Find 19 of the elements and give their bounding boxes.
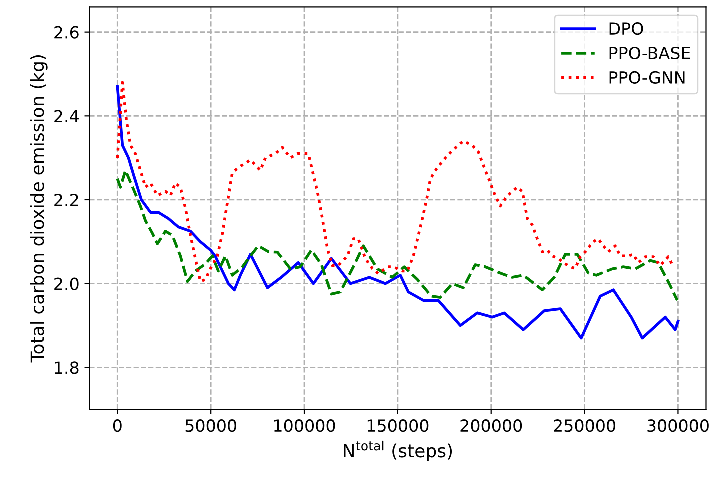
x-tick-label: 250000 [554,420,616,432]
x-tick-label: 100000 [274,420,336,432]
y-axis-title: Total carbon dioxide emission (kg) [30,56,48,363]
legend-label: PPO-BASE [610,46,690,60]
line-series [116,169,679,302]
line-series [116,85,680,340]
x-tick-label: 0 [113,420,122,432]
x-tick-label: 50000 [186,420,236,432]
x-axis-title: N$^{total}$ (steps) [344,440,452,462]
legend-label: PPO-GNN [610,71,685,84]
x-tick-label: 200000 [460,420,522,432]
y-tick-label: 2.4 [54,110,79,122]
x-tick-label: 150000 [368,420,429,432]
legend-label: DPO [610,22,644,36]
y-tick-label: 2.0 [54,278,79,290]
y-tick-label: 1.8 [55,362,79,374]
y-tick-label: 2.2 [54,194,78,206]
x-tick-label: 300000 [648,420,709,432]
y-tick-label: 2.6 [54,26,79,39]
